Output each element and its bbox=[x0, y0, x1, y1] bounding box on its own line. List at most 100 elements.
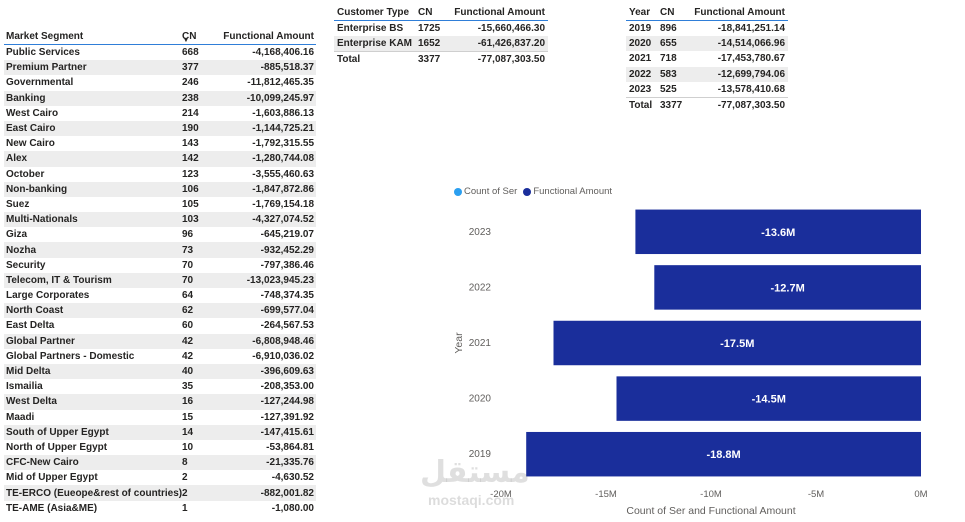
table-row[interactable]: Multi-Nationals 103 -4,327,074.52 bbox=[4, 212, 316, 228]
table-row[interactable]: Ismailia 35 -208,353.00 bbox=[4, 379, 316, 394]
market-segment-table-header: Market Segment CN ▼ Functional Amount bbox=[4, 20, 316, 45]
cell-count: 142 bbox=[182, 153, 199, 165]
column-header-market-segment[interactable]: Market Segment bbox=[6, 31, 84, 42]
cell-amount: -6,808,948.46 bbox=[252, 335, 314, 347]
table-row[interactable]: South of Upper Egypt 14 -147,415.61 bbox=[4, 424, 316, 440]
table-row[interactable]: Alex 142 -1,280,744.08 bbox=[4, 151, 316, 167]
table-row[interactable]: 2020 655 -14,514,066.96 bbox=[626, 36, 788, 52]
table-row[interactable]: Mid Delta 40 -396,609.63 bbox=[4, 363, 316, 380]
table-row[interactable]: Security 70 -797,386.46 bbox=[4, 258, 316, 273]
cell-amount: -1,603,886.13 bbox=[252, 107, 314, 119]
cell-count: 123 bbox=[182, 168, 199, 180]
table-row[interactable]: Maadi 15 -127,391.92 bbox=[4, 410, 316, 425]
bar[interactable] bbox=[635, 209, 921, 255]
cell-amount: -3,555,460.63 bbox=[252, 168, 314, 180]
cell-amount: -14,514,066.96 bbox=[717, 38, 785, 50]
cell-count: 2 bbox=[182, 472, 188, 484]
table-row[interactable]: New Cairo 143 -1,792,315.55 bbox=[4, 136, 316, 151]
column-header-functional-amount[interactable]: Functional Amount bbox=[694, 7, 785, 18]
cell-amount: -1,792,315.55 bbox=[252, 138, 314, 150]
table-row[interactable]: TE-AME (Asia&ME) 1 -1,080.00 bbox=[4, 501, 316, 516]
table-row[interactable]: Enterprise KAM 1652 -61,426,837.20 bbox=[334, 36, 548, 51]
total-amount: -77,087,303.50 bbox=[477, 54, 545, 65]
table-row[interactable]: 2023 525 -13,578,410.68 bbox=[626, 82, 788, 97]
cell-count: 10 bbox=[182, 441, 194, 453]
cell-count: 2 bbox=[182, 487, 188, 499]
column-header-functional-amount[interactable]: Functional Amount bbox=[223, 31, 314, 42]
table-row[interactable]: Public Services 668 -4,168,406.16 bbox=[4, 45, 316, 60]
watermark-logo: مستقل bbox=[420, 456, 530, 489]
column-header-cn[interactable]: CN ▼ bbox=[182, 31, 212, 42]
table-row[interactable]: Non-banking 106 -1,847,872.86 bbox=[4, 181, 316, 197]
cell-label: Maadi bbox=[6, 411, 35, 423]
table-row[interactable]: East Cairo 190 -1,144,725.21 bbox=[4, 120, 316, 137]
table-row[interactable]: 2019 896 -18,841,251.14 bbox=[626, 21, 788, 36]
table-row[interactable]: Global Partners - Domestic 42 -6,910,036.0… bbox=[4, 349, 316, 364]
cell-label: Banking bbox=[6, 92, 46, 104]
legend-label-count: Count of Ser bbox=[464, 186, 518, 197]
table-row[interactable]: West Cairo 214 -1,603,886.13 bbox=[4, 106, 316, 121]
table-row[interactable]: Telecom, IT & Tourism 70 -13,023,945.23 bbox=[4, 272, 316, 288]
cell-count: 96 bbox=[182, 229, 194, 241]
total-label: Total bbox=[629, 100, 653, 112]
cell-amount: -882,001.82 bbox=[260, 487, 314, 499]
cell-count: 70 bbox=[182, 259, 194, 271]
cell-label: Premium Partner bbox=[6, 62, 87, 74]
table-row[interactable]: 2022 583 -12,699,794.06 bbox=[626, 66, 788, 82]
table-row[interactable]: Suez 105 -1,769,154.18 bbox=[4, 197, 316, 212]
column-header-functional-amount[interactable]: Functional Amount bbox=[454, 7, 545, 18]
legend-label-amount: Functional Amount bbox=[533, 186, 613, 197]
cell-amount: -127,391.92 bbox=[260, 411, 314, 423]
cell-label: East Cairo bbox=[6, 123, 56, 135]
table-row[interactable]: Global Partner 42 -6,808,948.46 bbox=[4, 333, 316, 349]
cell-count: 106 bbox=[182, 183, 199, 195]
table-row[interactable]: East Delta 60 -264,567.53 bbox=[4, 318, 316, 333]
legend-item-count[interactable]: Count of Ser bbox=[454, 186, 517, 197]
bar[interactable] bbox=[553, 320, 922, 366]
table-row[interactable]: Governmental 246 -11,812,465.35 bbox=[4, 75, 316, 90]
column-header-year[interactable]: Year bbox=[629, 7, 651, 18]
table-row[interactable]: Giza 96 -645,219.07 bbox=[4, 227, 316, 242]
cell-amount: -15,660,466.30 bbox=[477, 23, 545, 34]
cell-amount: -53,864.81 bbox=[266, 441, 314, 453]
column-header-cn[interactable]: CN bbox=[418, 7, 433, 18]
table-row[interactable]: October 123 -3,555,460.63 bbox=[4, 167, 316, 182]
table-row[interactable]: Large Corporates 64 -748,374.35 bbox=[4, 288, 316, 303]
cell-count: 377 bbox=[182, 62, 199, 74]
table-row[interactable]: Premium Partner 377 -885,518.37 bbox=[4, 60, 316, 76]
table-row[interactable]: West Delta 16 -127,244.98 bbox=[4, 394, 316, 410]
cell-count: 190 bbox=[182, 123, 199, 135]
y-tick-label: 2021 bbox=[469, 338, 492, 349]
cell-label: Multi-Nationals bbox=[6, 214, 78, 226]
table-row[interactable]: Banking 238 -10,099,245.97 bbox=[4, 90, 316, 106]
customer-type-table: Customer Type CN Functional Amount Enter… bbox=[334, 0, 548, 67]
customer-type-table-body: Enterprise BS 1725 -15,660,466.30 Enterpris… bbox=[334, 21, 548, 67]
bar[interactable] bbox=[616, 376, 922, 421]
table-row[interactable]: North Coast 62 -699,577.04 bbox=[4, 303, 316, 319]
watermark-url: mostaqi.com bbox=[428, 492, 515, 508]
bar[interactable] bbox=[654, 265, 921, 310]
legend-item-amount[interactable]: Functional Amount bbox=[523, 186, 612, 197]
table-row[interactable]: Mid of Upper Egypt 2 -4,630.52 bbox=[4, 470, 316, 485]
cell-count: 70 bbox=[182, 274, 194, 286]
cell-label: East Delta bbox=[6, 320, 55, 332]
column-header-customer-type[interactable]: Customer Type bbox=[337, 7, 410, 18]
table-row[interactable]: 2021 718 -17,453,780.67 bbox=[626, 51, 788, 66]
cell-count: 14 bbox=[182, 426, 194, 438]
cell-label: October bbox=[6, 168, 45, 180]
cell-amount: -6,910,036.02 bbox=[252, 350, 314, 362]
table-row[interactable]: North of Upper Egypt 10 -53,864.81 bbox=[4, 440, 316, 455]
cell-amount: -18,841,251.14 bbox=[717, 23, 785, 35]
cell-amount: -1,144,725.21 bbox=[252, 123, 314, 135]
cell-count: 42 bbox=[182, 350, 194, 362]
table-row[interactable]: CFC-New Cairo 8 -21,335.76 bbox=[4, 455, 316, 471]
cell-label: Ismailia bbox=[6, 381, 43, 393]
sort-descending-icon[interactable]: ▼ bbox=[183, 38, 189, 42]
table-row[interactable]: Nozha 73 -932,452.29 bbox=[4, 242, 316, 258]
column-header-cn[interactable]: CN bbox=[660, 7, 675, 18]
cell-count: 238 bbox=[182, 92, 199, 104]
bar[interactable] bbox=[526, 431, 921, 477]
cell-amount: -127,244.98 bbox=[260, 396, 314, 408]
table-row[interactable]: TE-ERCO (Eueope&rest of countries) 2 -882,… bbox=[4, 485, 316, 501]
table-row[interactable]: Enterprise BS 1725 -15,660,466.30 bbox=[334, 21, 548, 36]
